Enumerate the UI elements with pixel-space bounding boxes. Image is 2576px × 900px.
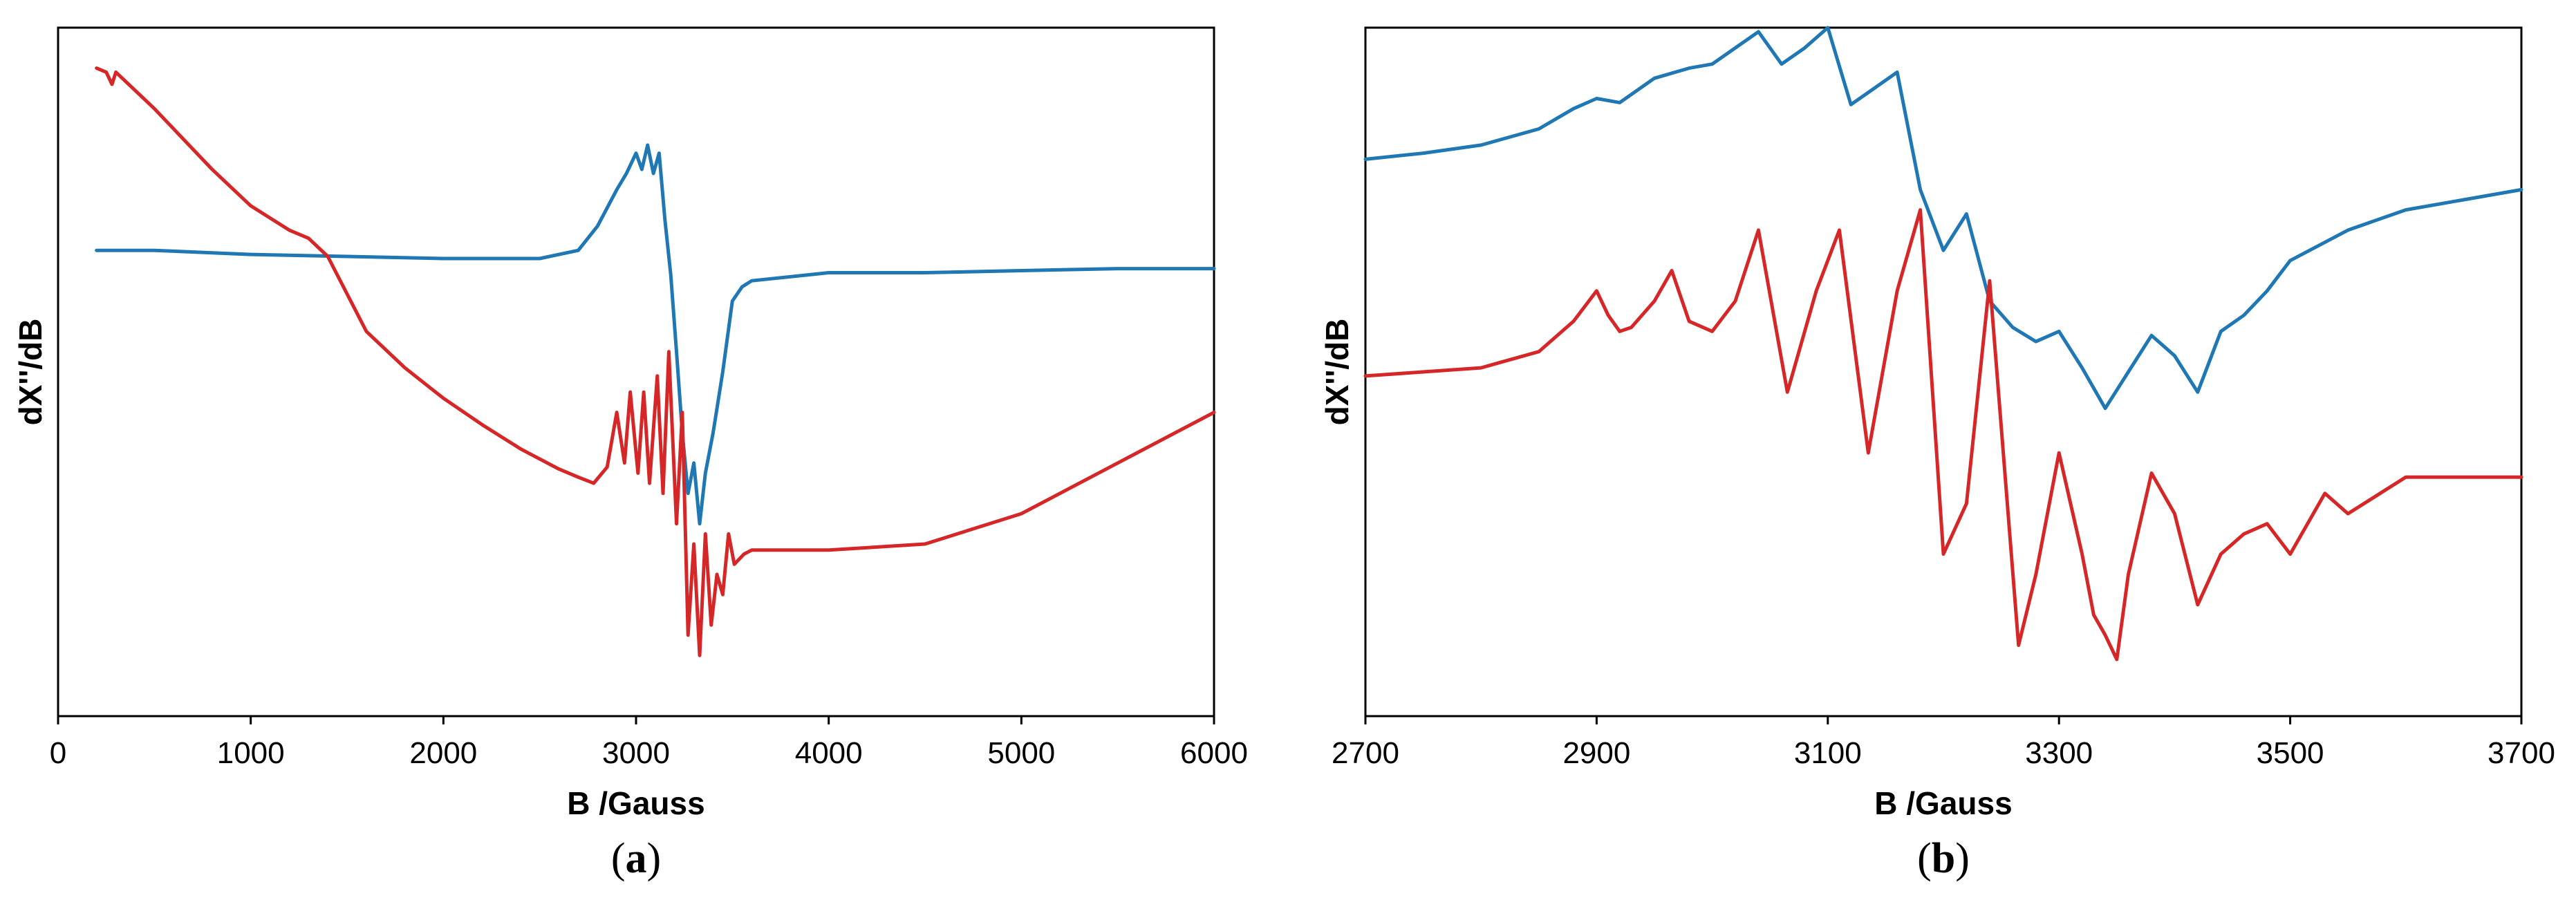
series-group-a (95, 66, 1216, 657)
series-line-red-a (95, 66, 1216, 657)
series-line-blue-b (1363, 26, 2523, 411)
panel-label-a-close: ) (647, 835, 662, 882)
x-tick-label-a-1: 1000 (217, 736, 285, 770)
y-axis-title-b: dX''/dB (1319, 319, 1355, 426)
x-axis-title-a: B /Gauss (567, 785, 704, 821)
plot-area-frame-b (1364, 26, 2523, 718)
x-tick-label-a-5: 5000 (987, 736, 1055, 770)
panel-label-b-close: ) (1955, 835, 1970, 882)
series-line-red-b (1363, 208, 2523, 662)
panel-label-a-letter: a (626, 835, 647, 882)
x-tick-label-a-3: 3000 (602, 736, 670, 770)
x-ticks-a: 0 1000 2000 3000 4000 5000 6000 (50, 716, 1248, 770)
x-tick-label-b-1: 2900 (1562, 736, 1630, 770)
x-tick-label-a-2: 2000 (409, 736, 477, 770)
x-tick-label-b-3: 3300 (2025, 736, 2093, 770)
x-ticks-b: 2700 2900 3100 3300 3500 3700 (1332, 716, 2555, 770)
plot-area-frame-a (57, 26, 1215, 718)
chart-panel-b: 2700 2900 3100 3300 3500 3700 B /Gauss dX''/d… (1319, 26, 2555, 882)
x-tick-label-a-6: 6000 (1180, 736, 1248, 770)
panel-label-b-open: ( (1917, 835, 1932, 882)
panel-label-b-letter: b (1932, 835, 1955, 882)
x-tick-label-b-4: 3500 (2257, 736, 2324, 770)
panel-label-a: (a) (611, 835, 661, 882)
series-line-blue-a (95, 143, 1216, 526)
x-tick-label-b-2: 3100 (1794, 736, 1862, 770)
x-tick-label-a-0: 0 (50, 736, 66, 770)
x-axis-title-b: B /Gauss (1874, 785, 2012, 821)
x-tick-label-b-0: 2700 (1332, 736, 1399, 770)
x-tick-label-b-5: 3700 (2488, 736, 2555, 770)
series-group-b (1363, 26, 2523, 662)
panel-label-a-open: ( (611, 835, 626, 882)
chart-panel-a: 0 1000 2000 3000 4000 5000 6000 B /Gauss dX''/… (12, 26, 1248, 882)
x-tick-label-a-4: 4000 (795, 736, 863, 770)
panel-label-b: (b) (1917, 835, 1970, 882)
y-axis-title-a: dX''/dB (12, 319, 48, 426)
